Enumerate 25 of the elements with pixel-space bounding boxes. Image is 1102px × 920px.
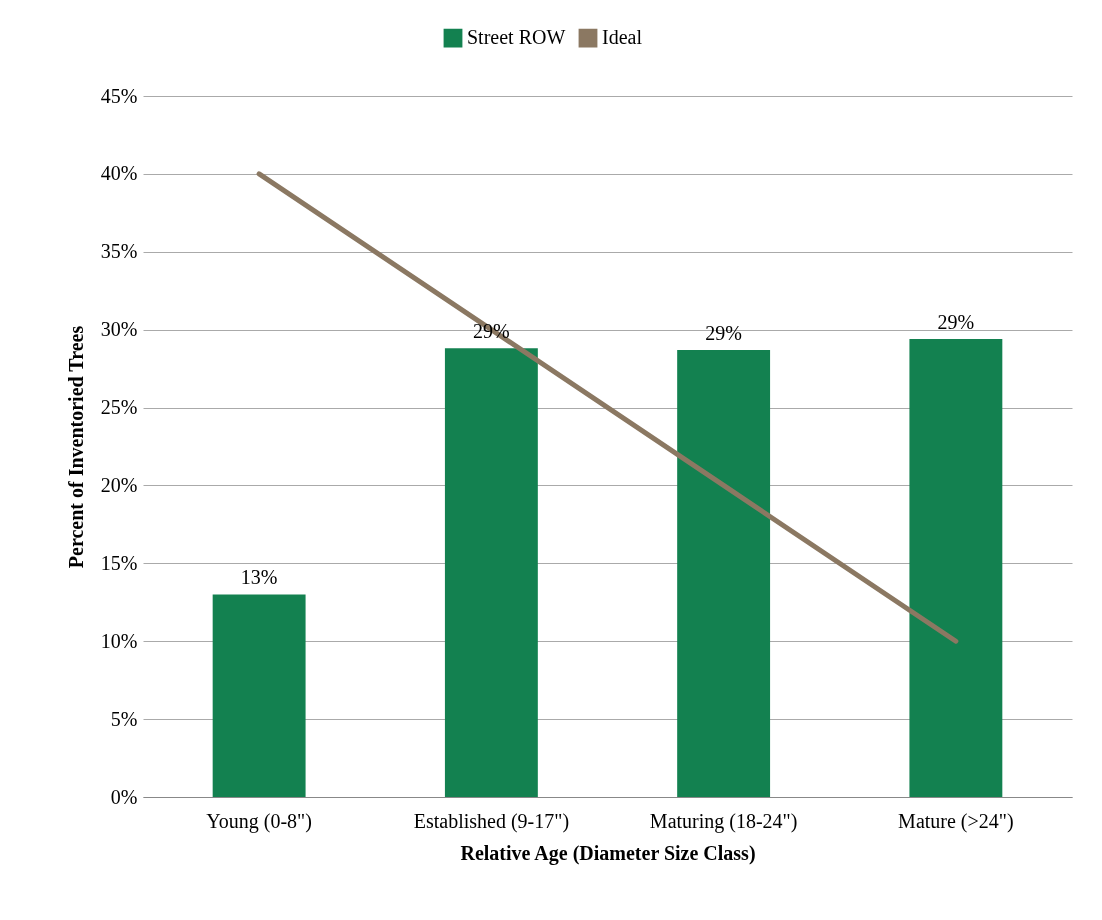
y-tick-label: 20%: [100, 473, 138, 496]
y-tick-label: 35%: [100, 240, 138, 263]
bar: [677, 349, 771, 797]
legend-label: Ideal: [602, 26, 643, 49]
data-label: 29%: [705, 321, 742, 344]
y-tick-label: 25%: [100, 396, 138, 419]
bar: [212, 594, 306, 797]
y-tick-label: 15%: [100, 551, 138, 574]
y-axis-title: Percent of Inventoried Trees: [64, 325, 87, 569]
x-tick-label: Maturing (18-24"): [649, 809, 798, 833]
y-tick-label: 0%: [110, 785, 138, 808]
data-label: 13%: [240, 566, 278, 589]
y-tick-label: 10%: [100, 629, 138, 652]
y-tick-label: 5%: [110, 707, 138, 730]
y-tick-label: 30%: [100, 318, 138, 341]
x-tick-label: Established (9-17"): [413, 809, 570, 833]
bar: [444, 348, 538, 797]
x-axis-title: Relative Age (Diameter Size Class): [460, 841, 756, 865]
data-label: 29%: [937, 311, 975, 334]
legend-label: Street ROW: [467, 26, 566, 49]
bar: [909, 339, 1003, 797]
y-tick-label: 40%: [100, 162, 138, 185]
x-tick-label: Young (0-8"): [206, 809, 312, 833]
x-tick-label: Mature (>24"): [898, 809, 1014, 833]
y-tick-label: 45%: [100, 84, 138, 107]
